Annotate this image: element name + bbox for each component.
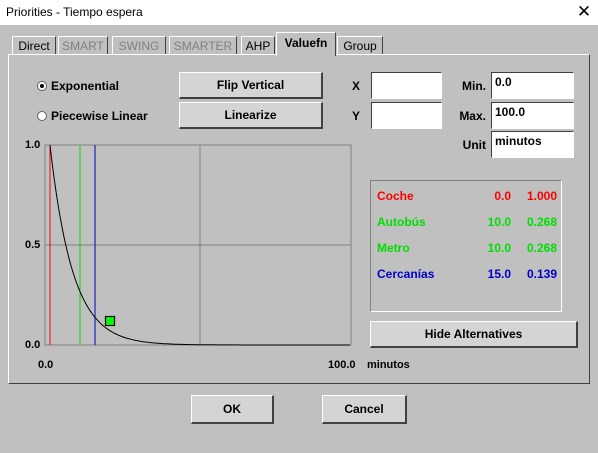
alternative-row: Autobús 10.0 0.268: [377, 215, 557, 231]
alternative-weight: 0.268: [526, 215, 557, 229]
x-axis-left-label: 0.0: [38, 359, 54, 371]
y-label: Y: [351, 109, 360, 123]
linearize-button[interactable]: Linearize: [179, 102, 323, 129]
y-axis-bottom-label: 0.0: [25, 339, 41, 351]
alternative-weight: 0.268: [526, 241, 557, 255]
alternative-name: Autobús: [377, 215, 426, 229]
tab-smarter[interactable]: SMARTER: [169, 36, 237, 54]
tab-smart[interactable]: SMART: [58, 36, 108, 54]
alternatives-legend: Coche 0.0 1.000 Autobús 10.0 0.268 Metro…: [370, 180, 562, 312]
unit-field[interactable]: minutos: [491, 131, 574, 158]
value-curve: [49, 144, 350, 346]
unit-label: Unit: [462, 138, 486, 152]
curve-handle[interactable]: [104, 315, 116, 327]
alternative-weight: 0.139: [526, 267, 557, 281]
tab-swing[interactable]: SWING: [112, 36, 166, 54]
x-field[interactable]: [371, 72, 442, 99]
tab-group[interactable]: Group: [337, 36, 383, 54]
tab-direct[interactable]: Direct: [12, 36, 56, 54]
alternative-name: Coche: [377, 189, 414, 203]
cancel-button[interactable]: Cancel: [322, 395, 407, 424]
x-axis-unit-label: minutos: [367, 359, 410, 371]
title-bar: Priorities - Tiempo espera ✕: [0, 0, 598, 25]
alternative-name: Cercanías: [377, 267, 435, 281]
alternative-weight: 1.000: [526, 189, 557, 203]
y-axis-top-label: 1.0: [25, 139, 41, 151]
alternative-row: Metro 10.0 0.268: [377, 241, 557, 257]
hide-alternatives-button[interactable]: Hide Alternatives: [370, 321, 578, 348]
alternative-name: Metro: [377, 241, 410, 255]
tab-ahp[interactable]: AHP: [241, 36, 275, 54]
radio-selected-dot: [40, 84, 44, 88]
flip-vertical-button[interactable]: Flip Vertical: [179, 72, 323, 99]
exponential-radio[interactable]: [37, 81, 47, 91]
min-label: Min.: [462, 79, 486, 93]
alternative-value: 0.0: [494, 189, 511, 203]
min-field[interactable]: 0.0: [491, 72, 574, 99]
piecewise-linear-label: Piecewise Linear: [51, 109, 148, 123]
tab-valuefn[interactable]: Valuefn: [276, 32, 336, 56]
y-field[interactable]: [371, 102, 442, 129]
alternative-row: Coche 0.0 1.000: [377, 189, 557, 205]
x-label: X: [351, 79, 360, 93]
x-axis-right-label: 100.0: [328, 359, 356, 371]
exponential-label: Exponential: [51, 79, 120, 93]
close-icon[interactable]: ✕: [576, 2, 592, 21]
window-title: Priorities - Tiempo espera: [6, 5, 143, 19]
alternative-value: 10.0: [487, 215, 511, 229]
alternative-row: Cercanías 15.0 0.139: [377, 267, 557, 283]
piecewise-linear-radio[interactable]: [37, 111, 47, 121]
max-label: Max.: [459, 109, 486, 123]
max-field[interactable]: 100.0: [491, 102, 574, 129]
ok-button[interactable]: OK: [191, 395, 274, 424]
alternative-value: 15.0: [487, 267, 511, 281]
y-axis-mid-label: 0.5: [25, 239, 41, 251]
alternative-value: 10.0: [487, 241, 511, 255]
